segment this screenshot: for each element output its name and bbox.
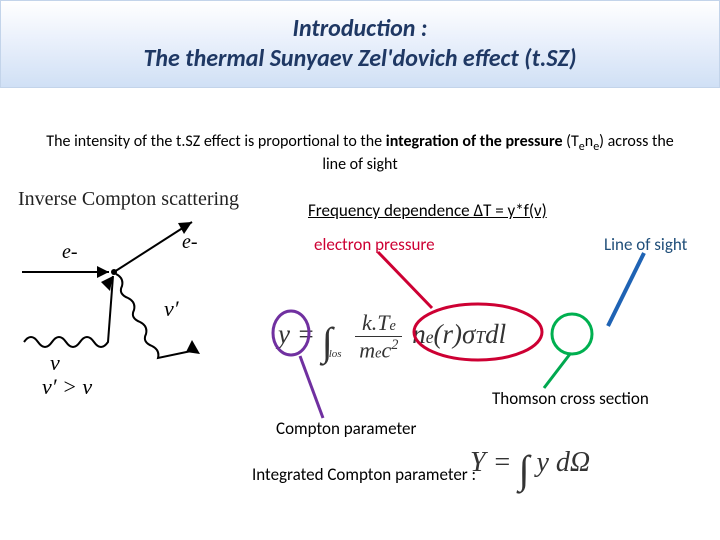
eq-ne: n	[412, 319, 426, 349]
eq-fraction: k.Te mec2	[355, 310, 402, 363]
compton-scatter-diagram: e- e- ν ν′ ν′ > ν	[14, 214, 232, 399]
integrated-equation: Y = ∫ y dΩ	[470, 446, 590, 493]
thomson-line	[544, 354, 570, 388]
electron-pressure-line	[378, 252, 432, 308]
electron-pressure-label: electron pressure	[314, 234, 435, 255]
compton-line	[300, 356, 323, 418]
scattering-label: Inverse Compton scattering	[18, 188, 239, 211]
nu-label: ν	[50, 350, 60, 375]
line-of-sight-label: Line of sight	[604, 234, 687, 255]
intensity-pre: The intensity of the t.SZ effect is prop…	[46, 132, 385, 151]
eq-r: (r)	[433, 319, 462, 349]
intensity-paren: (T	[563, 132, 579, 151]
e-in-label: e-	[62, 241, 78, 263]
nu-relation: ν′ > ν	[42, 374, 92, 399]
eq-dl: dl	[485, 319, 506, 349]
eq-intlos: los	[329, 348, 342, 360]
main-equation: y = ∫los k.Te mec2 ne(r)σTdl	[278, 310, 506, 365]
frequency-dependence: Frequency dependence ΔT = y*f(ν)	[308, 200, 547, 221]
nu-prime-label: ν′	[164, 296, 180, 321]
eq-sigma: σ	[462, 319, 475, 349]
eq-eq: =	[290, 319, 322, 349]
compton-parameter-label: Compton parameter	[276, 418, 416, 439]
intensity-sentence: The intensity of the t.SZ effect is prop…	[40, 132, 680, 175]
e-out-label: e-	[182, 231, 198, 253]
thomson-label: Thomson cross section	[492, 388, 649, 409]
title-line-2: The thermal Sunyaev Zel'dovich effect (t…	[144, 44, 577, 74]
thomson-circle	[552, 314, 592, 354]
title-line-1: Introduction :	[293, 14, 428, 44]
line-of-sight-line	[608, 253, 644, 326]
eq-y: y	[278, 319, 290, 349]
intensity-mid: n	[585, 132, 593, 151]
title-box: Introduction : The thermal Sunyaev Zel'd…	[0, 0, 720, 88]
integrated-compton-label: Integrated Compton parameter :	[252, 464, 476, 485]
intensity-bold: integration of the pressure	[386, 132, 563, 151]
eq-Y: Y	[470, 447, 486, 478]
eq-ydO: y dΩ	[536, 447, 590, 478]
